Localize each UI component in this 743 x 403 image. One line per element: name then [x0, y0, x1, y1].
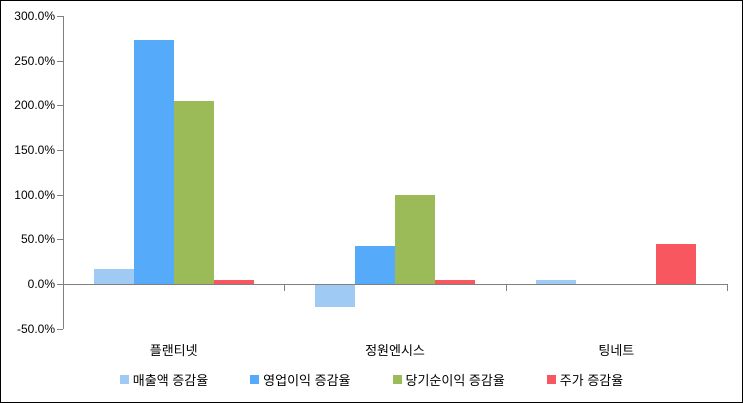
- legend-label: 매출액 증감율: [132, 373, 209, 388]
- category-label: 정원엔시스: [365, 343, 425, 358]
- y-tick-label: 300.0%: [14, 9, 55, 23]
- bar-series1-cat1: [355, 245, 395, 284]
- y-tick-label: 250.0%: [14, 53, 55, 68]
- y-tick-label: 150.0%: [14, 143, 55, 157]
- y-axis-tick: [57, 239, 63, 241]
- legend-label: 주가 증감율: [559, 373, 624, 388]
- legend-marker: [546, 375, 556, 384]
- legend: 매출액 증감율 영업이익 증감율 당기순이익 증감율 주가 증감율: [1, 370, 742, 389]
- legend-item: 주가 증감율: [546, 370, 624, 389]
- y-tick-label: 50.0%: [20, 232, 55, 247]
- category-boundary-tick: [505, 284, 507, 291]
- bar-series0-cat1: [315, 285, 355, 308]
- legend-marker: [392, 375, 402, 384]
- y-tick-label: 100.0%: [14, 187, 55, 202]
- y-axis-line: [63, 16, 64, 329]
- category-label: 플랜티넷: [149, 343, 198, 358]
- bar-series0-cat0: [93, 268, 134, 284]
- y-axis-tick: [57, 60, 63, 62]
- y-tick-label: -50.0%: [16, 321, 55, 336]
- bar-series2-cat1: [395, 194, 435, 284]
- bar-series3-cat0: [213, 280, 254, 284]
- y-axis-tick: [57, 150, 63, 151]
- legend-label: 영업이익 증감율: [263, 373, 351, 388]
- bar-series1-cat0: [133, 40, 174, 284]
- legend-item: 매출액 증감율: [119, 370, 209, 389]
- y-tick-label: 0.0%: [27, 277, 55, 291]
- x-axis-zero-line: [63, 284, 728, 285]
- category-boundary-tick: [727, 284, 728, 291]
- bar-series3-cat1: [435, 279, 475, 284]
- category-boundary-tick: [284, 284, 286, 291]
- legend-label: 당기순이익 증감율: [405, 373, 505, 388]
- bar-series2-cat0: [173, 100, 214, 284]
- y-axis-tick: [57, 284, 63, 285]
- legend-marker: [119, 375, 129, 384]
- y-axis-tick: [57, 328, 63, 330]
- legend-marker: [250, 375, 260, 384]
- legend-item: 당기순이익 증감율: [392, 370, 505, 389]
- category-label: 팅네트: [598, 343, 635, 358]
- bar-series3-cat2: [656, 243, 697, 284]
- y-tick-label: 200.0%: [14, 98, 55, 113]
- y-axis-tick: [57, 194, 63, 196]
- y-axis-tick: [57, 16, 63, 17]
- y-axis-tick: [57, 105, 63, 107]
- bar-series0-cat2: [536, 279, 577, 284]
- legend-item: 영업이익 증감율: [250, 370, 351, 389]
